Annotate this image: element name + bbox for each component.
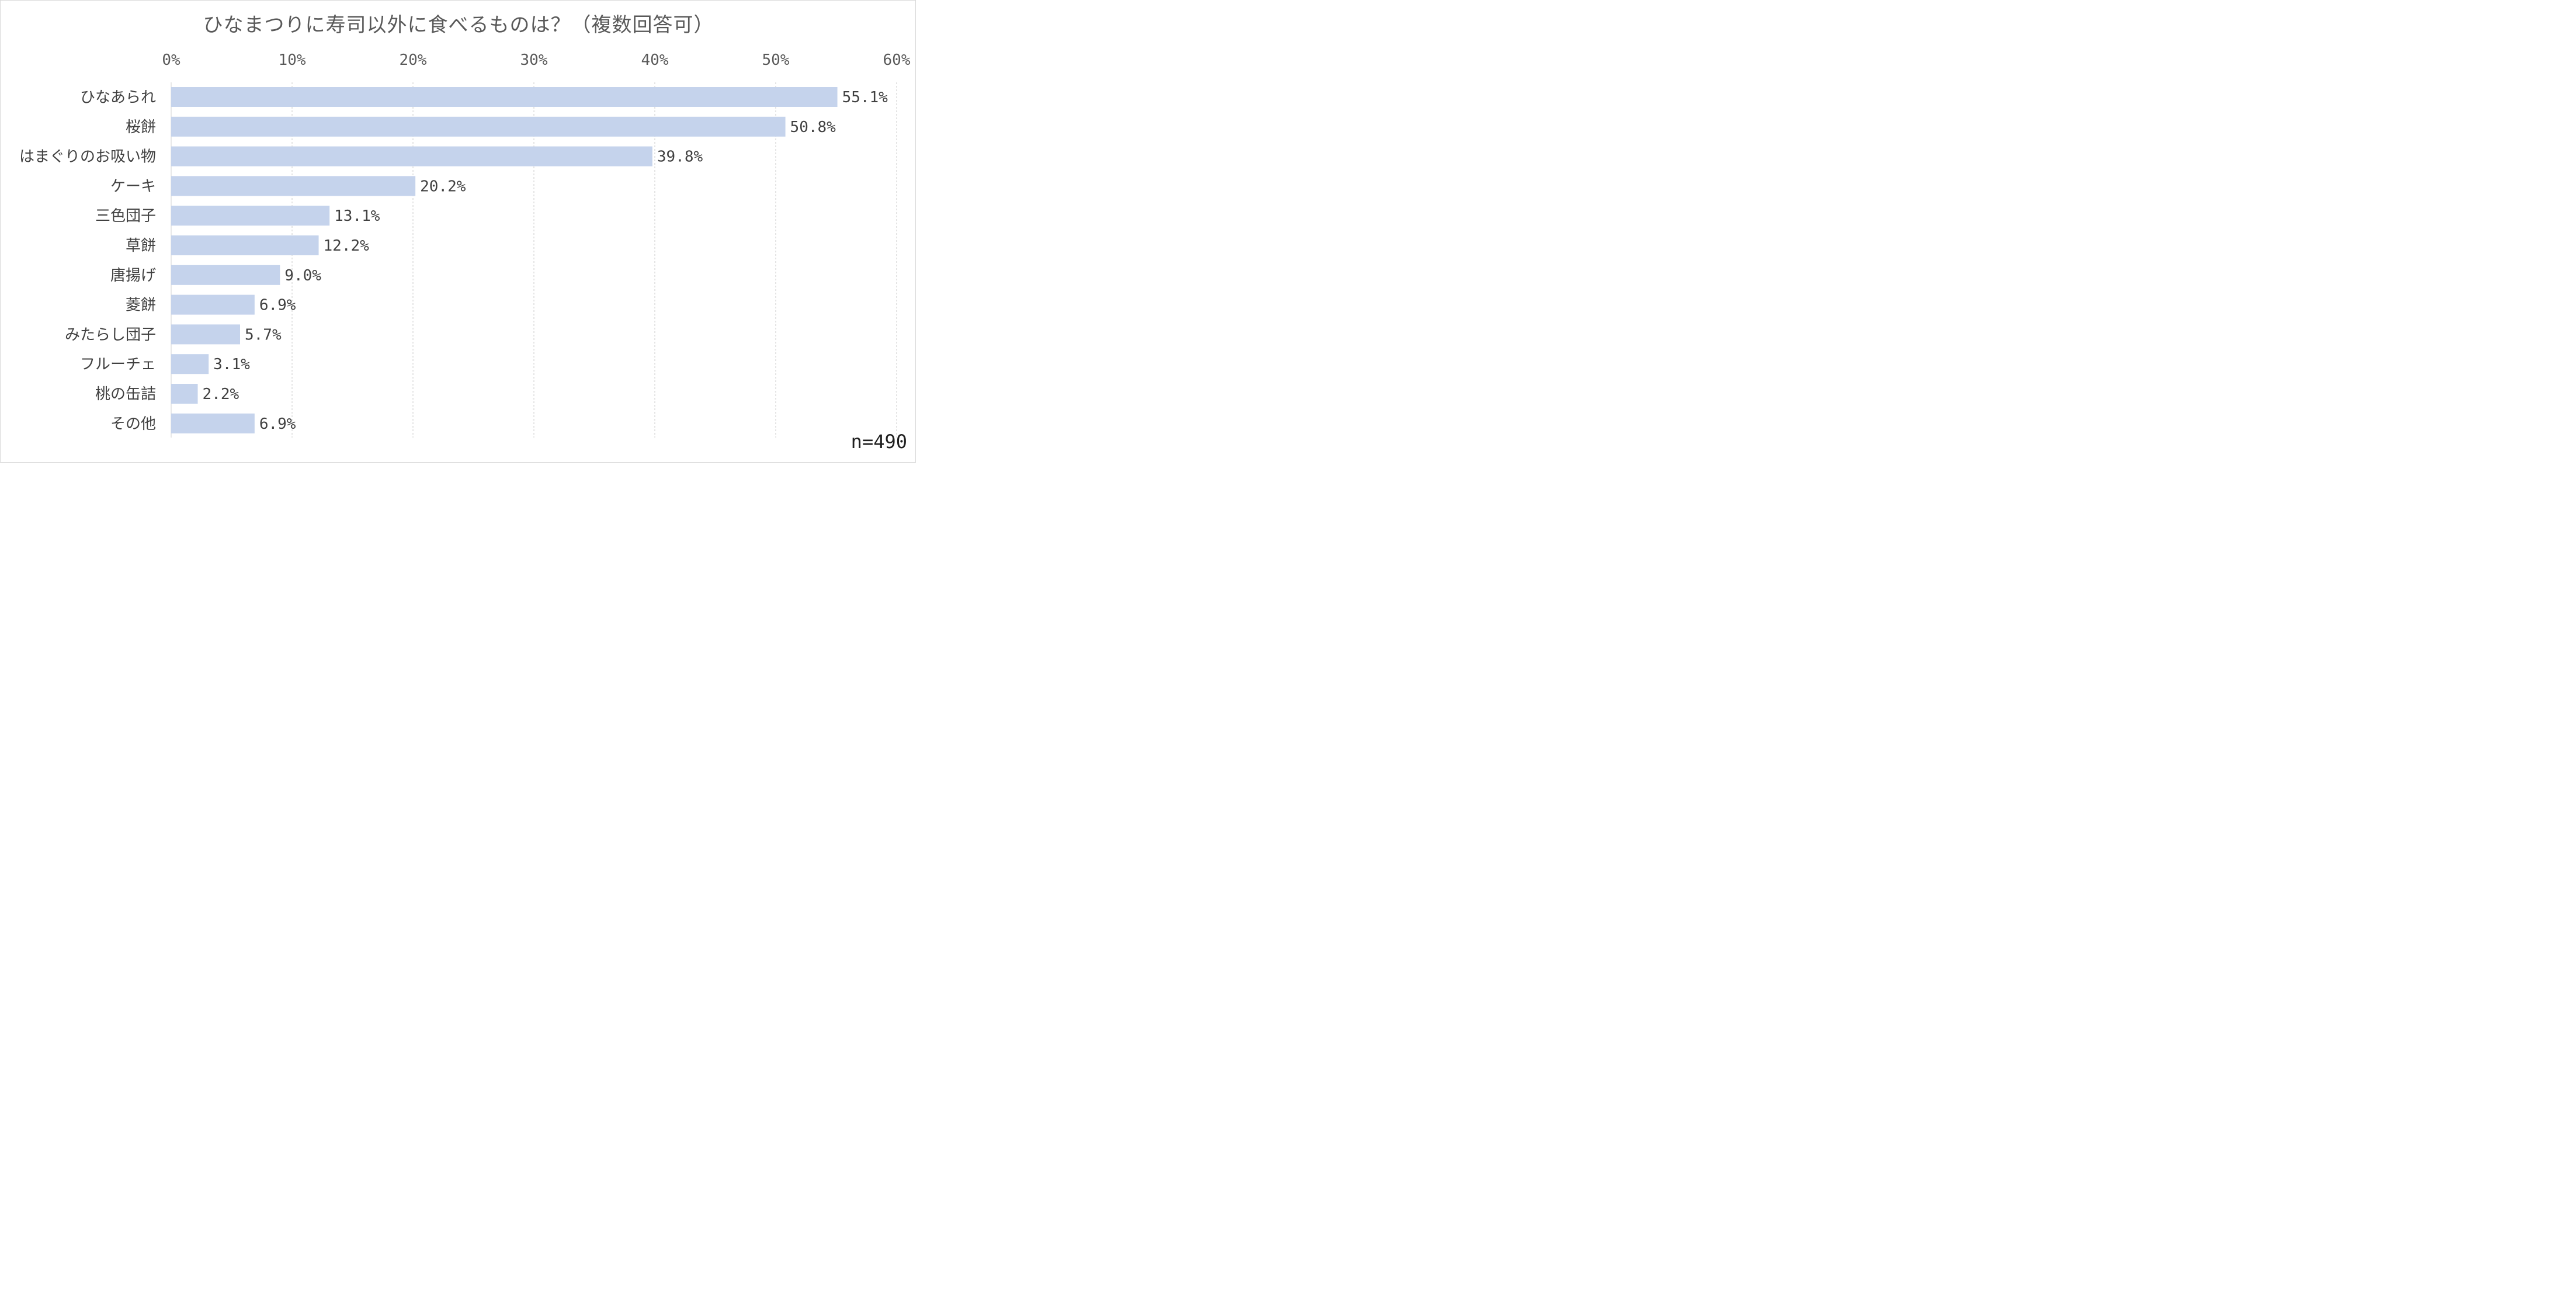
bar-chart: 0% 10% 20% 30% 40% 50% 60% ひなあられ 55.1% 桜餅 50.8% はまぐ… <box>19 51 911 438</box>
bar <box>171 294 255 315</box>
category-label: 唐揚げ <box>110 267 156 285</box>
data-label: 39.8% <box>657 148 703 166</box>
data-label: 9.0% <box>284 267 321 285</box>
bar <box>171 265 280 285</box>
data-label: 5.7% <box>245 326 282 344</box>
category-label: 桃の缶詰 <box>95 386 156 403</box>
category-label: 桜餅 <box>126 119 156 136</box>
data-label: 13.1% <box>334 207 380 225</box>
chart-container: ひなまつりに寿司以外に食べるものは？（複数回答可） 0% 10% 20% 30% 40%… <box>0 0 916 463</box>
x-tick-label: 50% <box>762 51 790 69</box>
category-label: みたらし団子 <box>65 326 156 344</box>
data-label: 20.2% <box>420 178 466 195</box>
bar <box>171 206 330 226</box>
bar <box>171 235 319 255</box>
bar <box>171 384 198 404</box>
category-label: その他 <box>110 415 156 433</box>
x-tick-label: 30% <box>520 51 548 69</box>
bar <box>171 413 255 433</box>
category-label: ひなあられ <box>80 89 156 106</box>
category-label: 菱餅 <box>126 297 156 314</box>
x-tick-label: 0% <box>162 51 180 69</box>
sample-size-note: n=490 <box>850 431 907 453</box>
data-label: 2.2% <box>203 386 239 403</box>
bar <box>171 176 416 196</box>
data-label: 12.2% <box>324 237 370 255</box>
category-label: はまぐりのお吸い物 <box>19 148 156 166</box>
bar <box>171 146 652 166</box>
data-label: 3.1% <box>213 356 250 373</box>
data-label: 55.1% <box>842 89 888 106</box>
x-tick-label: 10% <box>279 51 306 69</box>
x-tick-label: 60% <box>883 51 911 69</box>
category-label: 草餅 <box>126 237 156 255</box>
category-label: 三色団子 <box>95 207 156 225</box>
category-label: フルーチェ <box>80 356 156 373</box>
bar <box>171 116 786 137</box>
data-label: 6.9% <box>259 297 296 314</box>
x-tick-label: 20% <box>400 51 427 69</box>
bar <box>171 324 240 345</box>
bar <box>171 87 838 107</box>
data-label: 6.9% <box>259 415 296 433</box>
chart-title: ひなまつりに寿司以外に食べるものは？（複数回答可） <box>203 13 714 37</box>
data-label: 50.8% <box>790 119 836 136</box>
bar <box>171 354 209 374</box>
category-label: ケーキ <box>110 178 156 195</box>
x-tick-label: 40% <box>641 51 669 69</box>
